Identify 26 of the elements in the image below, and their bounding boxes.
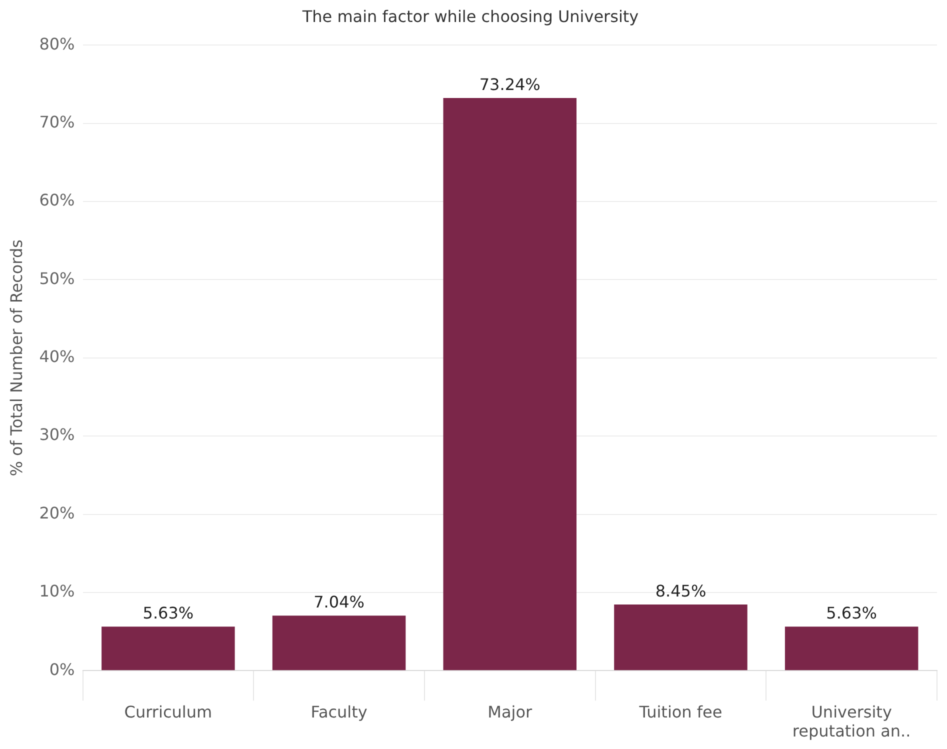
- y-tick-label: 10%: [39, 582, 75, 601]
- x-tick-label: Tuition fee: [638, 702, 722, 722]
- y-axis-title: % of Total Number of Records: [6, 240, 26, 476]
- data-label: 7.04%: [314, 592, 364, 612]
- x-tick-label: Major: [488, 702, 533, 722]
- chart-title: The main factor while choosing University: [301, 6, 639, 26]
- y-tick-label: 80%: [39, 34, 75, 54]
- y-tick-label: 70%: [39, 112, 75, 132]
- bar: [614, 604, 748, 670]
- y-tick-label: 0%: [49, 660, 75, 679]
- bar: [784, 626, 918, 670]
- x-tick-label: Faculty: [310, 702, 368, 722]
- data-label: 5.63%: [142, 604, 194, 623]
- bar: [272, 616, 406, 670]
- y-tick-label: 50%: [39, 268, 75, 288]
- data-label: 5.63%: [826, 604, 877, 623]
- y-tick-label: 40%: [39, 347, 75, 366]
- data-label: 73.24%: [479, 75, 540, 94]
- data-label: 8.45%: [655, 582, 706, 601]
- y-tick-label: 30%: [39, 425, 75, 444]
- x-tick-label: University reputation an..: [792, 702, 911, 741]
- y-tick-label: 20%: [39, 503, 75, 522]
- bar: [102, 626, 235, 670]
- x-tick-label: Curriculum: [124, 702, 212, 722]
- bar: [443, 98, 577, 670]
- y-tick-label: 60%: [39, 190, 75, 210]
